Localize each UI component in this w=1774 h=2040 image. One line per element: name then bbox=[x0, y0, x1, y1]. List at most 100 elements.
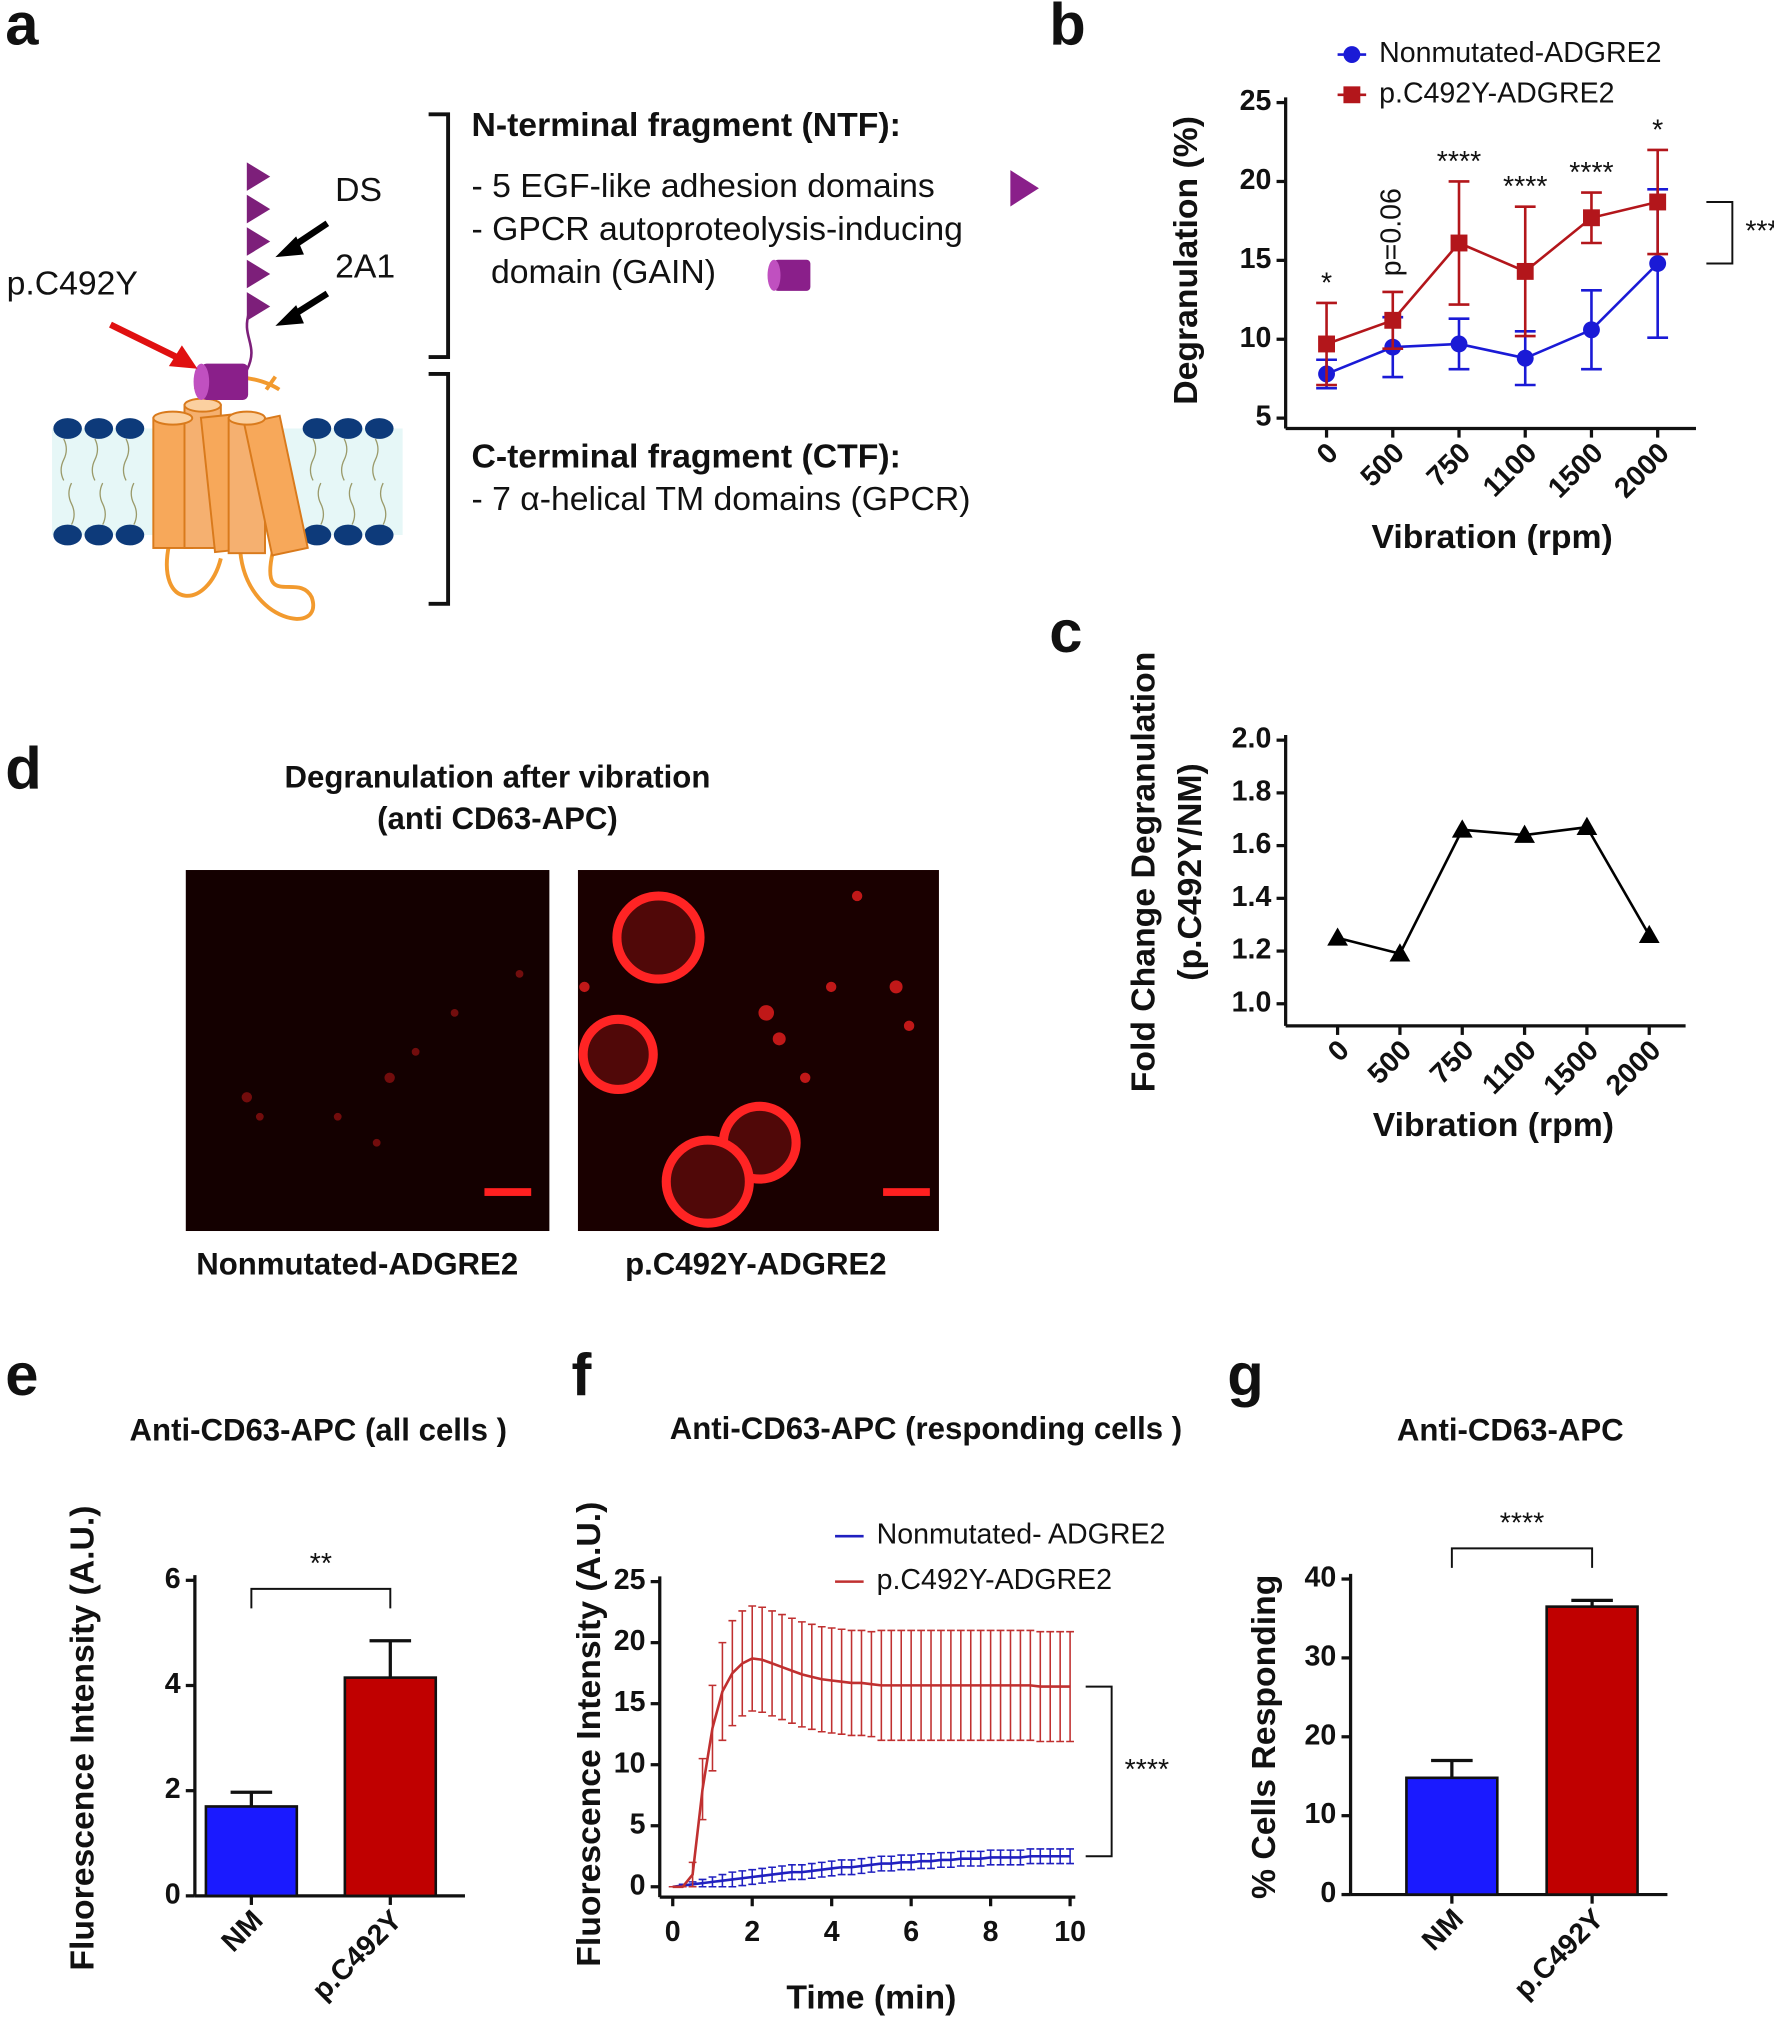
significance-bracket bbox=[250, 1587, 392, 1609]
marker bbox=[1516, 262, 1534, 280]
domain-label: 2A1 bbox=[335, 248, 395, 286]
y-tick-label: 15 bbox=[1240, 243, 1272, 275]
y-tick-label: 0 bbox=[165, 1878, 181, 1910]
lipid-head bbox=[84, 418, 114, 439]
x-tick-label: 0 bbox=[665, 1916, 681, 1948]
x-tick-label: 8 bbox=[983, 1916, 999, 1948]
lipid-tail bbox=[309, 438, 325, 525]
lipid-head bbox=[84, 524, 114, 546]
x-tick-label: 500 bbox=[1355, 437, 1411, 493]
significance-label: **** bbox=[1437, 146, 1481, 178]
significance-label: p=0.06 bbox=[1375, 188, 1407, 276]
comparison-bracket bbox=[1706, 201, 1734, 265]
x-tick-label: 1500 bbox=[1537, 1034, 1605, 1102]
series-line bbox=[1326, 200, 1658, 346]
mutation-label: p.C492Y bbox=[7, 265, 138, 303]
lipid-head bbox=[53, 524, 82, 546]
panel-label: c bbox=[1049, 598, 1082, 665]
y-tick-label: 4 bbox=[165, 1668, 181, 1700]
lipid-head bbox=[333, 524, 363, 546]
y-tick-label: 20 bbox=[1305, 1719, 1337, 1751]
significance-label: **** bbox=[1503, 171, 1547, 203]
panel-label: f bbox=[571, 1341, 591, 1408]
bar bbox=[1405, 1776, 1499, 1896]
y-tick-label: 1.8 bbox=[1232, 775, 1272, 807]
x-tick-label: p.C492Y bbox=[1508, 1903, 1610, 2005]
lipid-head bbox=[115, 524, 145, 546]
marker bbox=[1638, 924, 1660, 944]
legend-marker bbox=[1343, 46, 1361, 63]
y-axis-label: (p.C492Y/NM) bbox=[1171, 763, 1209, 981]
marker bbox=[1389, 943, 1411, 962]
chart-title: Anti-CD63-APC bbox=[1397, 1413, 1624, 1448]
x-tick-label: 2000 bbox=[1608, 437, 1676, 505]
panel-label: a bbox=[5, 0, 39, 57]
series-line bbox=[672, 1657, 1071, 1889]
marker bbox=[1450, 335, 1468, 353]
y-tick-label: 1.0 bbox=[1232, 986, 1272, 1018]
marker bbox=[1649, 255, 1667, 272]
panel-label: b bbox=[1049, 0, 1085, 57]
legend-marker bbox=[1343, 86, 1361, 104]
y-tick-label: 10 bbox=[1305, 1798, 1337, 1830]
micrograph-title: Degranulation after vibration bbox=[285, 759, 711, 794]
y-tick-label: 20 bbox=[1240, 164, 1272, 196]
fragment-item: domain (GAIN) bbox=[491, 253, 716, 291]
x-tick-label: 0 bbox=[1322, 1034, 1356, 1068]
y-tick-label: 25 bbox=[614, 1564, 646, 1596]
legend-label: Nonmutated-ADGRE2 bbox=[1379, 37, 1661, 69]
micrograph-caption: Nonmutated-ADGRE2 bbox=[196, 1246, 518, 1281]
x-tick-label: 2 bbox=[744, 1916, 760, 1948]
y-tick-label: 2.0 bbox=[1232, 723, 1272, 755]
x-tick-label: NM bbox=[215, 1904, 269, 1958]
y-tick-label: 5 bbox=[1255, 401, 1271, 433]
fragment-item: - 7 α-helical TM domains (GPCR) bbox=[471, 480, 970, 518]
y-tick-label: 2 bbox=[165, 1773, 181, 1805]
marker bbox=[1451, 819, 1473, 838]
y-axis-label: Fluorescence Intensity (A.U.) bbox=[570, 1502, 608, 1967]
domain-label: DS bbox=[335, 171, 382, 209]
micrograph bbox=[577, 870, 939, 1232]
fragment-heading: N-terminal fragment (NTF): bbox=[471, 106, 900, 144]
lipid-head bbox=[333, 418, 363, 439]
y-tick-label: 0 bbox=[1320, 1877, 1336, 1909]
significance-bracket bbox=[1450, 1547, 1594, 1568]
lipid-head bbox=[115, 418, 145, 439]
marker bbox=[1516, 349, 1534, 367]
x-axis-label: Vibration (rpm) bbox=[1373, 1106, 1614, 1144]
comparison-label: **** bbox=[1125, 1754, 1169, 1786]
lipid-tail bbox=[340, 438, 356, 525]
error-bar bbox=[1066, 1848, 1074, 1865]
y-tick-label: 1.2 bbox=[1232, 934, 1272, 966]
y-tick-label: 10 bbox=[614, 1747, 646, 1779]
lipid-head bbox=[302, 418, 332, 439]
lipid-tail bbox=[122, 438, 138, 525]
marker bbox=[1649, 193, 1667, 211]
x-tick-label: 6 bbox=[903, 1916, 919, 1948]
lipid-head bbox=[302, 524, 332, 546]
lipid-head bbox=[53, 418, 82, 439]
micrograph-title: (anti CD63-APC) bbox=[377, 801, 618, 836]
lipid-tail bbox=[372, 438, 387, 525]
marker bbox=[1583, 321, 1600, 339]
lipid-head bbox=[364, 524, 394, 546]
x-axis-label: Time (min) bbox=[786, 1979, 956, 2017]
y-tick-label: 6 bbox=[165, 1563, 181, 1595]
y-tick-label: 15 bbox=[614, 1686, 646, 1718]
marker bbox=[1384, 311, 1402, 329]
y-tick-label: 20 bbox=[614, 1625, 646, 1657]
chart-title: Anti-CD63-APC (all cells ) bbox=[130, 1413, 507, 1448]
comparison-bracket bbox=[1085, 1685, 1113, 1858]
chart-title: Anti-CD63-APC (responding cells ) bbox=[670, 1411, 1182, 1446]
x-tick-label: 2000 bbox=[1600, 1034, 1668, 1102]
x-axis-label: Vibration (rpm) bbox=[1371, 518, 1612, 556]
x-tick-label: 1100 bbox=[1476, 1034, 1542, 1100]
bar bbox=[1545, 1605, 1639, 1896]
comparison-label: **** bbox=[1745, 215, 1774, 247]
lipid-tail bbox=[60, 438, 75, 525]
panel-label: e bbox=[5, 1341, 38, 1408]
y-tick-label: 30 bbox=[1305, 1640, 1337, 1672]
x-tick-label: 0 bbox=[1311, 437, 1345, 471]
significance-label: * bbox=[1321, 267, 1332, 299]
x-tick-label: 1500 bbox=[1542, 437, 1610, 505]
